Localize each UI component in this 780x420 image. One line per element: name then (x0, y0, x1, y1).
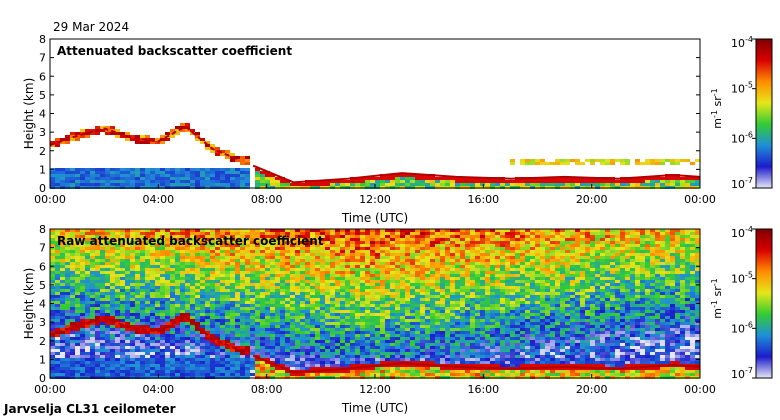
y-tick-label: 5 (39, 89, 46, 102)
colorbar-tick-label: 10-7 (731, 176, 753, 191)
y-axis-label: Height (km) (22, 268, 36, 339)
panel-2: 0 1 2 3 4 5 6 7 8 00:00 04:00 08:00 12:00 16:00 20:00 0… (22, 223, 773, 415)
x-tick-label: 04:00 (142, 383, 174, 396)
x-tick-label: 20:00 (576, 193, 608, 206)
x-tick-label: 12:00 (359, 193, 391, 206)
y-tick-label: 7 (39, 52, 46, 65)
y-tick-label: 1 (39, 353, 46, 366)
y-tick-label: 1 (39, 163, 46, 176)
backscatter-heatmap (50, 229, 700, 379)
panel-title: Raw attenuated backscatter coefficient (57, 234, 324, 248)
colorbar-unit: m-1 sr-1 (710, 88, 724, 128)
x-tick-label: 12:00 (359, 383, 391, 396)
x-axis-label: Time (UTC) (341, 401, 408, 415)
x-tick-label: 00:00 (684, 193, 716, 206)
plot-area (50, 39, 700, 188)
y-tick-label: 2 (39, 335, 46, 348)
x-tick-label: 16:00 (467, 193, 499, 206)
y-tick-label: 4 (39, 298, 46, 311)
y-tick-label: 0 (39, 372, 46, 385)
x-tick-label: 00:00 (684, 383, 716, 396)
colorbar-tick-label: 10-4 (731, 225, 753, 240)
colorbar-tick-label: 10-6 (731, 320, 753, 335)
y-tick-label: 6 (39, 260, 46, 273)
colorbar-tick-label: 10-4 (731, 35, 753, 50)
colorbar-unit: m-1 sr-1 (710, 278, 724, 318)
layer-cloud-trace (49, 125, 240, 161)
y-tick-label: 8 (39, 33, 46, 46)
date-label: 29 Mar 2024 (53, 20, 129, 34)
y-axis-label: Height (km) (22, 78, 36, 149)
colorbar-tick-label: 10-5 (731, 271, 753, 286)
x-tick-label: 00:00 (34, 193, 66, 206)
y-tick-label: 5 (39, 279, 46, 292)
layer-boundary-trace (252, 164, 701, 184)
y-tick-label: 2 (39, 145, 46, 158)
panel-title: Attenuated backscatter coefficient (57, 44, 292, 58)
layer-cloud-trace (49, 315, 240, 351)
footer-label: Jarvselja CL31 ceilometer (3, 402, 176, 416)
y-tick-label: 3 (39, 316, 46, 329)
colorbar (755, 228, 773, 379)
colorbar-tick-label: 10-7 (731, 366, 753, 381)
y-tick-label: 3 (39, 126, 46, 139)
x-tick-label: 16:00 (467, 383, 499, 396)
panel-1: 0 1 2 3 4 5 6 7 8 00:00 04:00 08:00 12:00 16:00 20:00 0… (22, 33, 773, 225)
y-tick-label: 0 (39, 182, 46, 195)
x-tick-label: 08:00 (251, 193, 283, 206)
x-tick-label: 20:00 (576, 383, 608, 396)
layer-boundary-trace (252, 354, 701, 374)
colorbar (755, 38, 773, 189)
colorbar-tick-label: 10-6 (731, 130, 753, 145)
x-tick-label: 00:00 (34, 383, 66, 396)
colorbar-tick-label: 10-5 (731, 81, 753, 96)
y-tick-label: 7 (39, 242, 46, 255)
x-tick-label: 04:00 (142, 193, 174, 206)
x-tick-label: 08:00 (251, 383, 283, 396)
y-tick-label: 8 (39, 223, 46, 236)
y-tick-label: 4 (39, 108, 46, 121)
x-axis-label: Time (UTC) (341, 211, 408, 225)
y-tick-label: 6 (39, 70, 46, 83)
